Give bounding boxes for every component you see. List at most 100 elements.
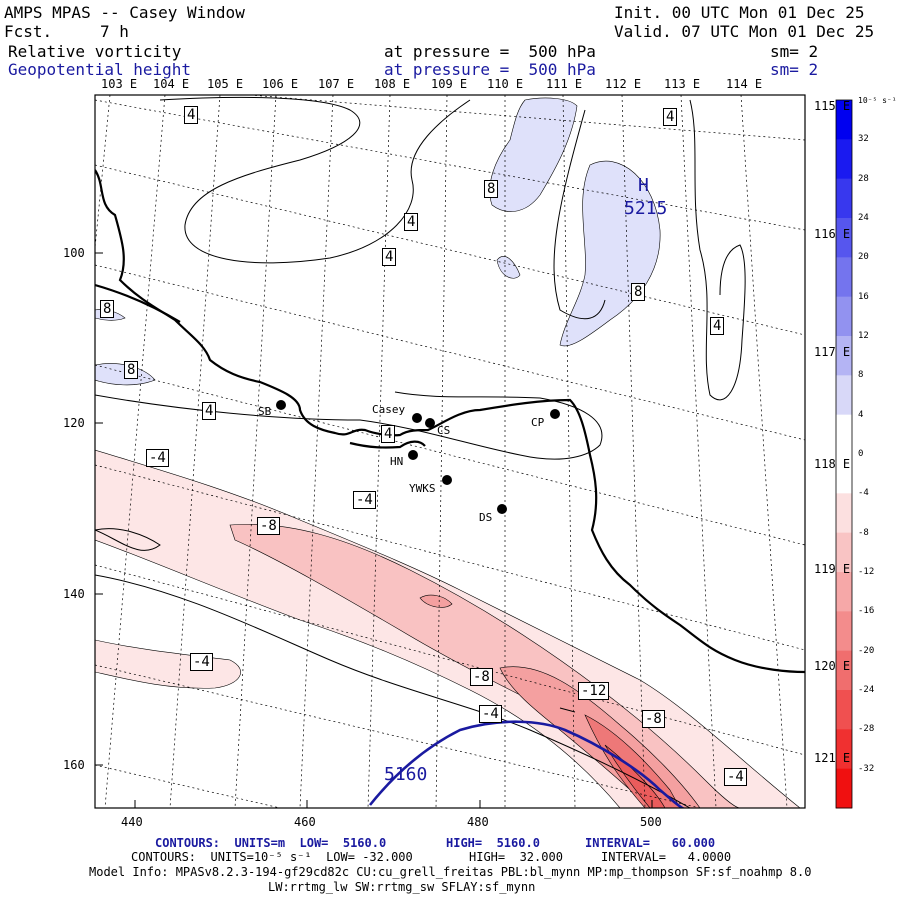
lat-lon-grid [95, 95, 805, 808]
colorbar-tick-label: -16 [858, 606, 875, 617]
lon-label-top: 108 E [374, 77, 411, 91]
field1-name: Relative vorticity [8, 42, 182, 61]
lon-label-right: 120 E [814, 659, 851, 673]
colorbar-tick-label: 12 [858, 331, 869, 341]
lon-label-right: 115 E [814, 99, 851, 113]
station-label: CP [531, 416, 545, 429]
colorbar-swatch [836, 768, 852, 809]
contour-label: 4 [382, 248, 397, 266]
high-pressure-value: 5215 [624, 198, 668, 219]
colorbar-tick-label: -4 [858, 488, 869, 499]
station-dot[interactable] [412, 413, 422, 423]
colorbar-swatch [836, 375, 852, 416]
field2-smoothing: sm= 2 [770, 60, 819, 79]
station-dot[interactable] [497, 504, 507, 514]
station-label: HN [390, 455, 404, 468]
plot-frame [94, 94, 806, 809]
contour-label: 4 [202, 402, 217, 420]
footer-height-high: HIGH= 5160.0 [446, 836, 540, 850]
contour-label: 4 [710, 317, 725, 335]
contour-label: 4 [184, 106, 199, 124]
vorticity-shading-negative [95, 449, 801, 808]
lon-label-right: 116 E [814, 227, 851, 241]
colorbar-tick-label: 24 [858, 213, 869, 223]
x-tick-label: 460 [294, 815, 316, 829]
height-contour-5160 [368, 720, 685, 808]
contour-label: -12 [578, 682, 610, 700]
lon-label-top: 111 E [546, 77, 583, 91]
station-dot[interactable] [425, 418, 435, 428]
colorbar-swatch [836, 139, 852, 180]
valid-time: Valid. 07 UTC Mon 01 Dec 25 [614, 22, 875, 41]
y-tick-label: 160 [63, 758, 85, 772]
y-tick-label: 140 [63, 587, 85, 601]
station-dot[interactable] [550, 409, 560, 419]
colorbar-swatch [836, 454, 852, 494]
station-label: SB [258, 405, 272, 418]
contour-label: 4 [663, 108, 678, 126]
contour-label: -8 [642, 710, 665, 728]
colorbar-tick-label: 32 [858, 134, 869, 145]
x-tick-label: 500 [640, 815, 662, 829]
colorbar-swatch [836, 572, 852, 612]
colorbar-tick-label: -24 [858, 685, 875, 695]
colorbar-tick-label: 16 [858, 291, 869, 302]
field1-pressure: at pressure = 500 hPa [384, 42, 596, 61]
lon-label-right: 117 E [814, 345, 851, 359]
station-dot[interactable] [276, 400, 286, 410]
contour-label: -4 [190, 653, 213, 671]
field2-name: Geopotential height [8, 60, 192, 79]
contour-label: -8 [257, 517, 280, 535]
colorbar-swatch [836, 532, 852, 573]
footer-model-info: Model Info: MPASv8.2.3-194-gf29cd82c CU:… [89, 865, 812, 879]
colorbar-swatch [836, 729, 852, 770]
footer-height-interval: INTERVAL= 60.000 [585, 836, 716, 850]
x-tick-label: 440 [121, 815, 143, 829]
contour-label: 8 [484, 180, 499, 198]
footer-vort-contours: CONTOURS: UNITS=10⁻⁵ s⁻¹ LOW= -32.000 [131, 850, 413, 864]
colorbar [835, 99, 853, 809]
colorbar-swatch [836, 650, 852, 691]
map-plot-area [95, 95, 805, 808]
y-tick-label: 100 [63, 246, 85, 260]
station-label: YWKS [409, 482, 436, 495]
station-label: Casey [372, 403, 406, 416]
contour-label: 8 [100, 300, 115, 318]
station-dot[interactable] [442, 475, 452, 485]
y-tick-label: 120 [63, 416, 85, 430]
field2-pressure: at pressure = 500 hPa [384, 60, 596, 79]
colorbar-units: 10⁻⁵ s⁻¹ [858, 96, 897, 105]
footer-height-contours: CONTOURS: UNITS=m LOW= 5160.0 [155, 836, 387, 850]
colorbar-tick-label: 4 [858, 409, 864, 420]
contour-label: 4 [404, 213, 419, 231]
init-time: Init. 00 UTC Mon 01 Dec 25 [614, 3, 865, 22]
footer-vort-high: HIGH= 32.000 [469, 850, 563, 864]
colorbar-tick-label: -20 [858, 645, 875, 656]
colorbar-swatch [836, 218, 852, 258]
lon-label-top: 104 E [153, 77, 190, 91]
contour-label: 8 [631, 283, 646, 301]
footer-vort-interval: INTERVAL= 4.0000 [601, 850, 732, 864]
lon-label-top: 109 E [431, 77, 468, 91]
colorbar-tick-label: 0 [858, 449, 864, 459]
field1-smoothing: sm= 2 [770, 42, 819, 61]
colorbar-swatch [836, 296, 852, 337]
colorbar-tick-label: -12 [858, 567, 875, 577]
vorticity-contours [95, 96, 746, 808]
contour-label: -4 [479, 705, 502, 723]
colorbar-swatch [836, 257, 852, 298]
lon-label-top: 107 E [318, 77, 355, 91]
height-contour-label: 5160 [384, 764, 428, 785]
lon-label-right: 118 E [814, 457, 851, 471]
colorbar-swatch [836, 690, 852, 730]
colorbar-swatch [836, 178, 852, 219]
station-label: DS [479, 511, 493, 524]
colorbar-frame [835, 99, 853, 809]
coastline [95, 169, 805, 674]
lon-label-top: 112 E [605, 77, 642, 91]
station-dot[interactable] [408, 450, 418, 460]
colorbar-swatch [836, 100, 852, 140]
colorbar-swatch [836, 336, 852, 376]
colorbar-tick-label: 28 [858, 173, 869, 184]
contour-label: -4 [724, 768, 747, 786]
